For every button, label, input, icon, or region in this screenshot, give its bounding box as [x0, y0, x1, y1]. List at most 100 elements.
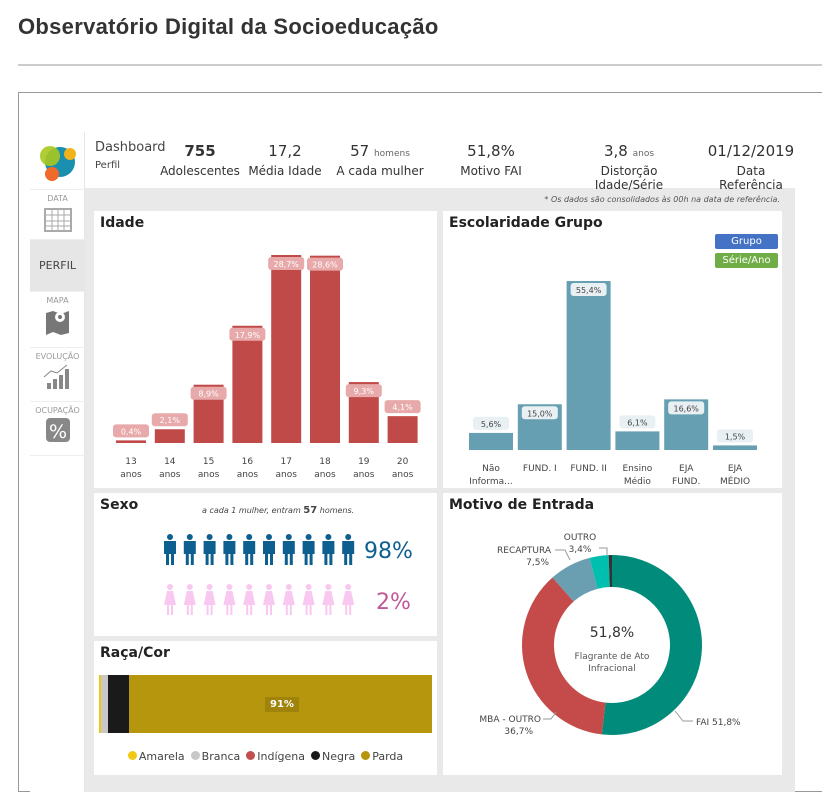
legend-item[interactable]: Parda: [361, 750, 403, 763]
data-label: 8,9%: [198, 390, 219, 399]
calendar-icon: [43, 208, 72, 232]
data-label: 55,4%: [576, 286, 602, 295]
idade-chart: 0,4% 13 anos 2,1% 14 anos 8,9% 15 anos 17,9% 16 ano…: [113, 255, 421, 480]
raca-segment: [108, 675, 129, 733]
raca-segment: [100, 675, 109, 733]
divider: [18, 64, 822, 66]
category-label: anos: [198, 470, 220, 480]
data-label-bg: [717, 429, 753, 443]
data-label-bg: [619, 415, 656, 429]
category-label: 15: [203, 457, 214, 467]
category-label: FUND. I: [523, 464, 557, 474]
male-icon: [164, 534, 176, 565]
data-label: 17,9%: [235, 331, 261, 340]
kpi-distorcao: 3,8 anos Distorção Idade/Série: [594, 142, 664, 192]
slice-label-recaptura: RECAPTURA: [497, 546, 552, 556]
sidebar-item-ocupacao[interactable]: OCUPAÇÃO %: [30, 402, 85, 456]
category-label: 13: [125, 457, 136, 467]
sidebar: DATA PERFIL MAPA EVOLUÇÃO OCUPAÇÃO %: [30, 132, 85, 792]
category-label: 19: [358, 457, 370, 467]
raca-title: Raça/Cor: [100, 645, 170, 661]
kpi-media-idade: 17,2 Média Idade: [248, 142, 322, 178]
data-label: 4,1%: [392, 403, 413, 412]
male-icon: [243, 534, 256, 565]
data-label-bg: [345, 384, 382, 398]
data-label-bg: [384, 400, 421, 414]
legend-item[interactable]: Indígena: [246, 750, 305, 763]
legend-item[interactable]: Negra: [310, 750, 355, 763]
male-icon: [282, 534, 295, 565]
category-label: MÉDIO: [720, 475, 750, 487]
header-subtitle: Perfil: [95, 160, 121, 171]
donut-slice: [601, 555, 702, 735]
data-label: 5,6%: [481, 420, 502, 429]
slice-label-outro: 3,4%: [569, 545, 592, 555]
sidebar-item-mapa[interactable]: MAPA: [30, 292, 85, 348]
category-label: Médio: [624, 476, 652, 487]
bar: [310, 255, 340, 443]
male-icon: [302, 534, 315, 565]
sidebar-item-evolucao[interactable]: EVOLUÇÃO: [30, 348, 85, 402]
data-label: 9,3%: [354, 387, 375, 396]
data-label-bg: [570, 283, 607, 297]
kpi-homens-por-mulher: 57 homens A cada mulher: [336, 142, 424, 178]
sidebar-item-data[interactable]: DATA: [30, 190, 85, 240]
female-icon: [342, 584, 355, 615]
header-title: Dashboard: [95, 140, 166, 155]
male-icon: [203, 534, 216, 565]
donut-slice: [589, 555, 610, 589]
female-icon: [282, 584, 295, 615]
male-icon: [342, 534, 355, 565]
legend-dot-icon: [310, 751, 320, 760]
male-icon: [223, 534, 236, 565]
slice-label-recaptura: 7,5%: [526, 558, 549, 568]
data-label-bg: [521, 406, 558, 420]
donut-center-value: 51,8%: [590, 625, 634, 641]
donut-slice: [522, 577, 606, 735]
category-label: 16: [242, 457, 254, 467]
legend-item[interactable]: Amarela: [127, 750, 185, 763]
data-label-bg: [151, 413, 188, 427]
category-label: anos: [314, 470, 336, 480]
idade-title: Idade: [100, 215, 145, 231]
logo: [30, 132, 85, 190]
slice-label-mba: MBA - OUTRO: [479, 715, 541, 725]
svg-text:%: %: [48, 421, 66, 443]
raca-stacked-bar: [99, 675, 432, 733]
sexo-panel: Sexo a cada 1 mulher, entram 57 homens. …: [94, 493, 437, 636]
category-label: Ensino: [623, 464, 653, 474]
leader-line: [674, 710, 693, 722]
male-icon: [322, 534, 335, 565]
page-title: Observatório Digital da Socioeducação: [18, 14, 439, 39]
raca-bar-label: 91%: [265, 697, 299, 712]
grupo-button[interactable]: Grupo: [715, 234, 778, 249]
raca-segment: [128, 675, 432, 733]
motivo-title: Motivo de Entrada: [449, 497, 595, 513]
category-label: 18: [319, 457, 331, 467]
bar: [271, 255, 302, 443]
category-label: 14: [164, 457, 176, 467]
kpi-motivo-fai: 51,8% Motivo FAI: [460, 142, 522, 178]
raca-segment: [99, 675, 101, 733]
donut-slice: [608, 555, 612, 588]
leader-line: [555, 549, 571, 561]
category-label: anos: [275, 470, 297, 480]
data-label-bg: [668, 401, 705, 415]
category-label: anos: [392, 470, 414, 480]
category-label: Não: [482, 464, 500, 474]
sidebar-item-perfil[interactable]: PERFIL: [30, 240, 85, 292]
data-label: 6,1%: [627, 418, 648, 427]
sexo-pictogram: [164, 534, 355, 615]
data-label-bg: [190, 386, 227, 400]
data-label: 2,1%: [160, 416, 181, 425]
serie-ano-button[interactable]: Série/Ano: [715, 253, 778, 268]
male-icon: [263, 534, 275, 565]
kpi-adolescentes: 755 Adolescentes: [160, 142, 240, 178]
slice-label-outro: OUTRO: [564, 533, 597, 543]
legend-item[interactable]: Branca: [190, 750, 240, 763]
growth-chart-icon: [43, 364, 69, 389]
bar: [116, 440, 146, 443]
idade-panel: Idade 0,4% 13 anos 2,1% 14 anos 8,9% 15 anos 17,9…: [94, 211, 437, 488]
female-icon: [223, 584, 236, 615]
male-pct: 98%: [364, 539, 413, 564]
